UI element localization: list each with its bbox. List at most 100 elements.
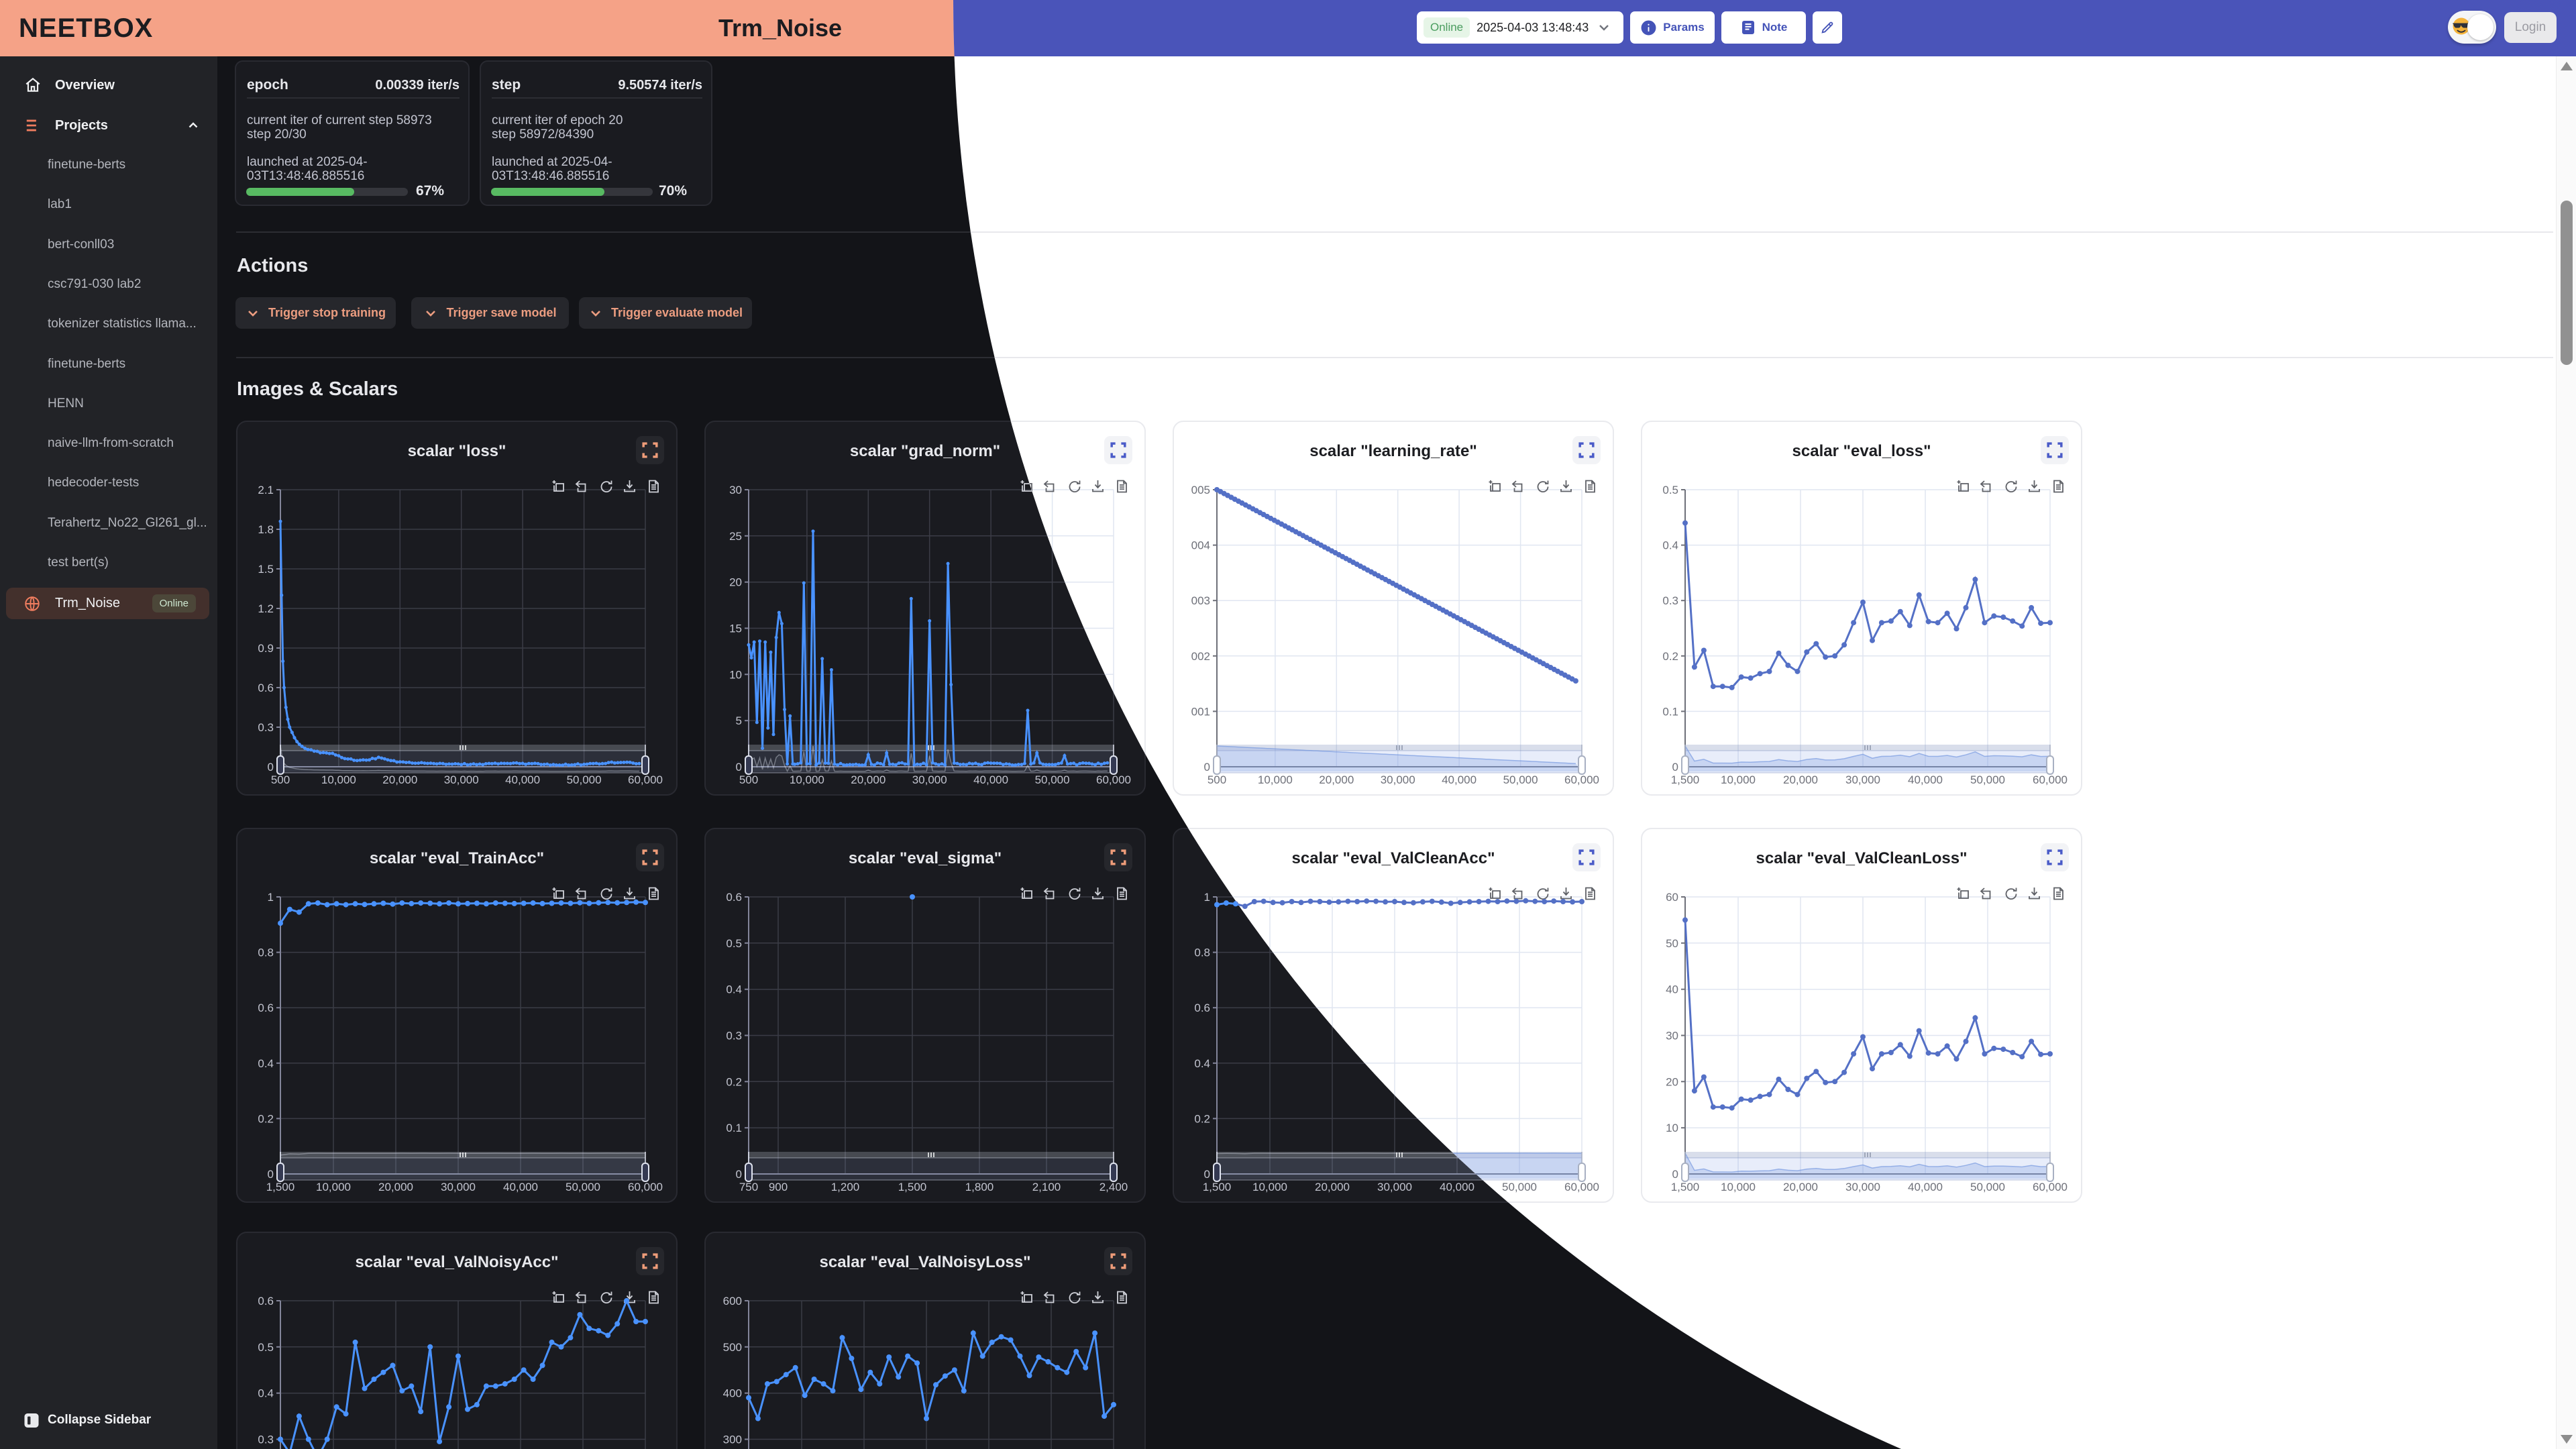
svg-text:1.5: 1.5 (258, 563, 274, 576)
svg-text:5: 5 (736, 714, 742, 727)
svg-text:50,000: 50,000 (1970, 773, 2005, 786)
svg-text:10: 10 (1666, 1122, 1678, 1134)
svg-text:0.6: 0.6 (258, 1002, 274, 1014)
svg-text:0.5: 0.5 (726, 937, 742, 950)
svg-text:0: 0 (268, 761, 274, 773)
svg-text:15: 15 (729, 623, 742, 635)
svg-text:60: 60 (1666, 891, 1678, 904)
svg-text:30,000: 30,000 (444, 773, 479, 786)
svg-text:003: 003 (1191, 594, 1210, 607)
svg-text:20,000: 20,000 (1315, 1181, 1350, 1193)
svg-text:40,000: 40,000 (503, 1181, 538, 1193)
svg-text:400: 400 (723, 1387, 742, 1400)
svg-text:20,000: 20,000 (1783, 1181, 1818, 1193)
svg-text:0.4: 0.4 (1662, 539, 1678, 552)
svg-text:1.2: 1.2 (258, 602, 274, 615)
svg-text:50,000: 50,000 (566, 1181, 600, 1193)
svg-text:20: 20 (729, 576, 742, 589)
svg-text:10,000: 10,000 (321, 773, 356, 786)
svg-text:20,000: 20,000 (382, 773, 417, 786)
svg-text:0: 0 (736, 761, 742, 773)
svg-text:20,000: 20,000 (851, 773, 885, 786)
svg-text:30: 30 (729, 484, 742, 496)
svg-text:20,000: 20,000 (1319, 773, 1354, 786)
svg-text:10,000: 10,000 (316, 1181, 351, 1193)
svg-text:0: 0 (1672, 1168, 1678, 1181)
svg-text:005: 005 (1191, 484, 1210, 496)
svg-text:30,000: 30,000 (912, 773, 947, 786)
svg-text:30,000: 30,000 (1845, 1181, 1880, 1193)
svg-text:1,500: 1,500 (898, 1181, 927, 1193)
svg-text:1: 1 (268, 891, 274, 904)
svg-text:10,000: 10,000 (790, 773, 824, 786)
svg-text:0.1: 0.1 (1662, 705, 1678, 718)
svg-text:60,000: 60,000 (2033, 1181, 2068, 1193)
svg-text:0: 0 (268, 1168, 274, 1181)
svg-text:40,000: 40,000 (1908, 773, 1943, 786)
svg-text:0.6: 0.6 (726, 891, 742, 904)
svg-text:1,500: 1,500 (1671, 1181, 1700, 1193)
svg-text:60,000: 60,000 (1564, 773, 1599, 786)
svg-text:25: 25 (729, 530, 742, 543)
svg-text:10,000: 10,000 (1252, 1181, 1287, 1193)
svg-text:500: 500 (723, 1341, 742, 1354)
svg-text:1,500: 1,500 (1203, 1181, 1232, 1193)
svg-text:30: 30 (1666, 1030, 1678, 1042)
svg-text:60,000: 60,000 (628, 773, 663, 786)
svg-text:1,500: 1,500 (266, 1181, 295, 1193)
svg-text:500: 500 (1208, 773, 1226, 786)
svg-text:2,100: 2,100 (1032, 1181, 1061, 1193)
svg-text:40,000: 40,000 (505, 773, 540, 786)
svg-text:004: 004 (1191, 539, 1210, 552)
svg-text:40,000: 40,000 (1442, 773, 1477, 786)
svg-text:900: 900 (769, 1181, 788, 1193)
svg-text:0.3: 0.3 (258, 721, 274, 734)
svg-text:60,000: 60,000 (2033, 773, 2068, 786)
svg-text:1,200: 1,200 (831, 1181, 860, 1193)
svg-text:1.8: 1.8 (258, 523, 274, 536)
svg-text:002: 002 (1191, 650, 1210, 663)
svg-text:750: 750 (739, 1181, 758, 1193)
svg-text:60,000: 60,000 (1564, 1181, 1599, 1193)
svg-text:1,500: 1,500 (1671, 773, 1700, 786)
svg-text:30,000: 30,000 (1381, 773, 1415, 786)
svg-text:0.6: 0.6 (258, 1295, 274, 1307)
svg-text:60,000: 60,000 (1096, 773, 1131, 786)
svg-text:50,000: 50,000 (1035, 773, 1070, 786)
svg-text:0.4: 0.4 (726, 983, 742, 996)
svg-text:0: 0 (736, 1168, 742, 1181)
svg-text:50,000: 50,000 (1503, 773, 1538, 786)
svg-text:50,000: 50,000 (1970, 1181, 2005, 1193)
svg-text:0.6: 0.6 (258, 682, 274, 694)
svg-text:20,000: 20,000 (378, 1181, 413, 1193)
svg-text:10,000: 10,000 (1258, 773, 1293, 786)
svg-text:40,000: 40,000 (973, 773, 1008, 786)
svg-text:50: 50 (1666, 937, 1678, 950)
svg-text:50,000: 50,000 (567, 773, 602, 786)
svg-text:0: 0 (1204, 761, 1210, 773)
svg-text:2,400: 2,400 (1099, 1181, 1128, 1193)
svg-text:20: 20 (1666, 1075, 1678, 1088)
svg-text:0.2: 0.2 (726, 1075, 742, 1088)
svg-text:0.9: 0.9 (258, 642, 274, 655)
svg-text:500: 500 (271, 773, 290, 786)
svg-text:600: 600 (723, 1295, 742, 1307)
svg-text:1: 1 (1204, 891, 1210, 904)
svg-text:40,000: 40,000 (1440, 1181, 1474, 1193)
svg-text:0.8: 0.8 (258, 947, 274, 959)
svg-text:001: 001 (1191, 705, 1210, 718)
svg-text:10,000: 10,000 (1721, 773, 1756, 786)
svg-text:0.2: 0.2 (1194, 1112, 1210, 1125)
svg-text:0.4: 0.4 (258, 1057, 274, 1070)
svg-text:20,000: 20,000 (1783, 773, 1818, 786)
svg-text:10,000: 10,000 (1721, 1181, 1756, 1193)
svg-text:0.2: 0.2 (258, 1112, 274, 1125)
svg-text:300: 300 (723, 1434, 742, 1446)
svg-text:0.3: 0.3 (1662, 594, 1678, 607)
svg-text:0.8: 0.8 (1194, 947, 1210, 959)
svg-text:0: 0 (1672, 761, 1678, 773)
svg-text:0: 0 (1204, 1168, 1210, 1181)
svg-text:0.2: 0.2 (1662, 650, 1678, 663)
svg-text:0.5: 0.5 (1662, 484, 1678, 496)
svg-text:10: 10 (729, 668, 742, 681)
